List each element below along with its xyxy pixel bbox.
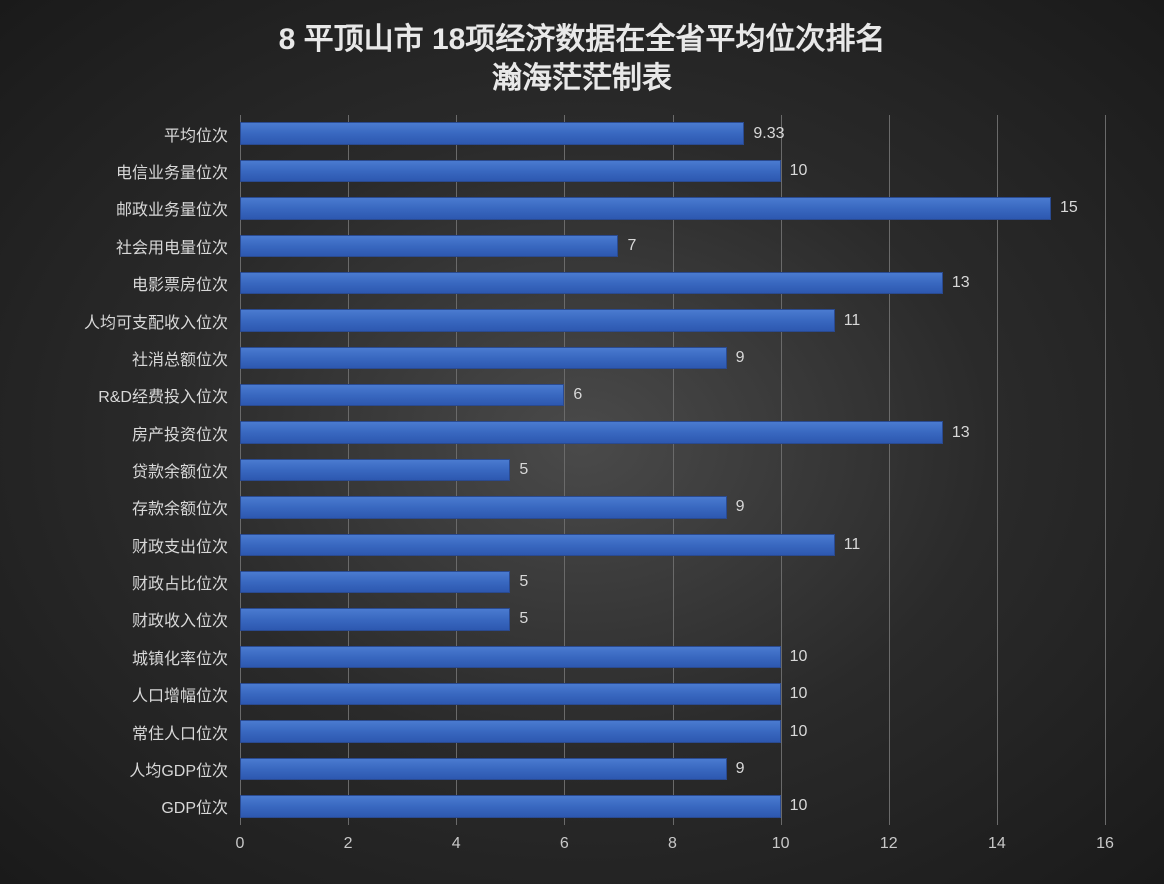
y-axis-category-label: 财政收入位次	[132, 607, 240, 631]
bar: 9	[240, 758, 727, 780]
bar: 10	[240, 720, 781, 742]
x-axis-tick-label: 0	[236, 835, 245, 853]
bar-value-label: 6	[563, 386, 582, 404]
bar: 9.33	[240, 122, 744, 144]
bar-value-label: 11	[834, 536, 861, 554]
bar-value-label: 11	[834, 312, 861, 330]
y-axis-category-label: 城镇化率位次	[132, 645, 240, 669]
x-axis-tick-label: 10	[772, 835, 790, 853]
gridline	[889, 115, 890, 825]
bar: 15	[240, 197, 1051, 219]
y-axis-category-label: 人均可支配收入位次	[84, 309, 240, 333]
bar: 10	[240, 160, 781, 182]
y-axis-category-label: 人口增幅位次	[132, 682, 240, 706]
gridline	[781, 115, 782, 825]
gridline	[1105, 115, 1106, 825]
bar-value-label: 15	[1050, 199, 1078, 217]
bar-value-label: 7	[617, 237, 636, 255]
bar-value-label: 5	[509, 610, 528, 628]
y-axis-category-label: R&D经费投入位次	[98, 383, 240, 407]
bar-value-label: 9	[726, 760, 745, 778]
bar-value-label: 10	[780, 797, 808, 815]
y-axis-category-label: 电影票房位次	[132, 271, 240, 295]
y-axis-category-label: 邮政业务量位次	[116, 196, 240, 220]
x-axis-tick-label: 4	[452, 835, 461, 853]
plot-area: 0246810121416平均位次9.33电信业务量位次10邮政业务量位次15社…	[240, 115, 1105, 825]
gridline	[564, 115, 565, 825]
y-axis-category-label: 财政支出位次	[132, 533, 240, 557]
bar-value-label: 5	[509, 573, 528, 591]
y-axis-category-label: 人均GDP位次	[129, 757, 240, 781]
y-axis-category-label: 存款余额位次	[132, 495, 240, 519]
x-axis-tick-label: 14	[988, 835, 1006, 853]
x-axis-tick-label: 16	[1096, 835, 1114, 853]
chart-title: 8 平顶山市 18项经济数据在全省平均位次排名 瀚海茫茫制表	[40, 20, 1124, 98]
y-axis-category-label: 社消总额位次	[132, 346, 240, 370]
bar-value-label: 9	[726, 498, 745, 516]
bar: 9	[240, 496, 727, 518]
bar: 13	[240, 421, 943, 443]
bar-value-label: 13	[942, 274, 970, 292]
chart-title-line2: 瀚海茫茫制表	[40, 59, 1124, 98]
y-axis-category-label: 财政占比位次	[132, 570, 240, 594]
bar-value-label: 10	[780, 685, 808, 703]
bar: 10	[240, 646, 781, 668]
bar: 11	[240, 309, 835, 331]
bar: 5	[240, 571, 510, 593]
y-axis-category-label: 社会用电量位次	[116, 234, 240, 258]
x-axis-tick-label: 8	[668, 835, 677, 853]
bar: 13	[240, 272, 943, 294]
bar: 5	[240, 608, 510, 630]
bar-value-label: 10	[780, 162, 808, 180]
bar: 6	[240, 384, 564, 406]
y-axis-category-label: 电信业务量位次	[116, 159, 240, 183]
x-axis-tick-label: 2	[344, 835, 353, 853]
y-axis-category-label: 常住人口位次	[132, 720, 240, 744]
y-axis-category-label: 房产投资位次	[132, 421, 240, 445]
bar: 7	[240, 235, 618, 257]
bar-value-label: 5	[509, 461, 528, 479]
x-axis-tick-label: 6	[560, 835, 569, 853]
bar: 10	[240, 795, 781, 817]
chart-container: 8 平顶山市 18项经济数据在全省平均位次排名 瀚海茫茫制表 024681012…	[0, 0, 1164, 884]
bar-value-label: 9	[726, 349, 745, 367]
y-axis-category-label: GDP位次	[161, 794, 240, 818]
bar-value-label: 10	[780, 648, 808, 666]
x-axis-tick-label: 12	[880, 835, 898, 853]
bar: 10	[240, 683, 781, 705]
y-axis-category-label: 贷款余额位次	[132, 458, 240, 482]
chart-title-line1: 8 平顶山市 18项经济数据在全省平均位次排名	[40, 20, 1124, 59]
gridline	[673, 115, 674, 825]
bar-value-label: 10	[780, 723, 808, 741]
gridline	[997, 115, 998, 825]
bar: 5	[240, 459, 510, 481]
bar: 9	[240, 347, 727, 369]
bar-value-label: 9.33	[743, 125, 784, 143]
y-axis-category-label: 平均位次	[164, 122, 240, 146]
bar: 11	[240, 534, 835, 556]
bar-value-label: 13	[942, 424, 970, 442]
